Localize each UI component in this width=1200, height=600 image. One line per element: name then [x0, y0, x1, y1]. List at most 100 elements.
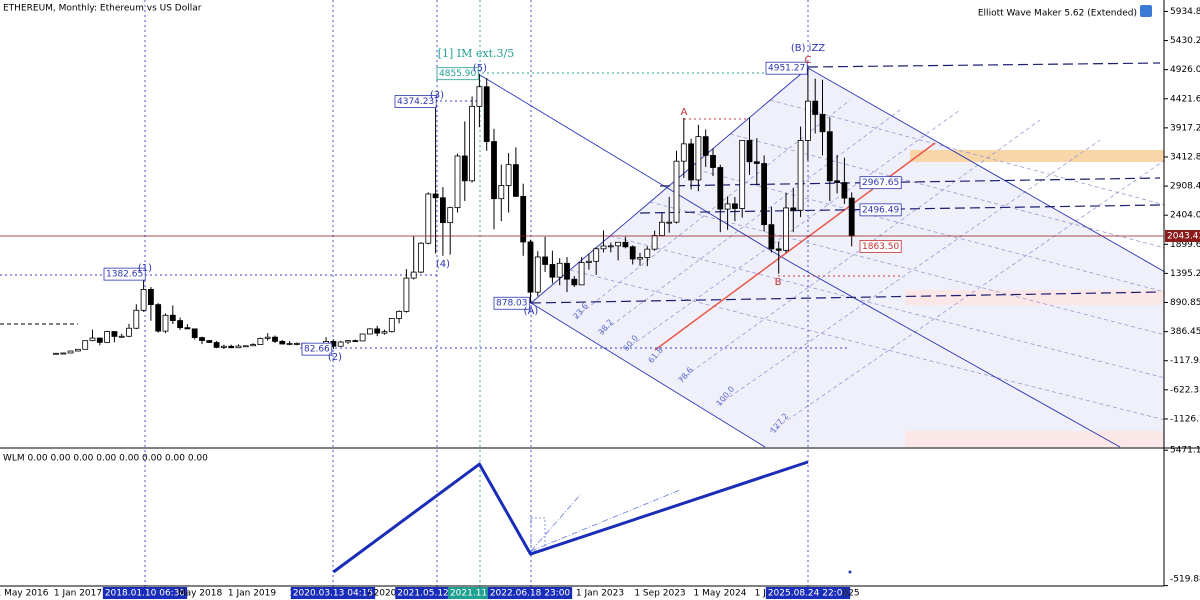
candle-body	[739, 140, 746, 209]
candle-body	[381, 331, 388, 334]
wave-label: (A)	[524, 306, 539, 317]
candle-body	[520, 195, 527, 243]
price-tag-box	[493, 296, 530, 310]
price-tag: 4374.23	[394, 95, 437, 108]
candle-body	[242, 345, 249, 348]
indicator-name: Elliott Wave Maker 5.62 (Extended)	[978, 9, 1137, 19]
x-tick-label: 1 Jan 2017	[54, 589, 102, 599]
price-tag-box	[301, 342, 333, 356]
candle-body	[147, 289, 154, 305]
candle-body	[118, 335, 125, 338]
wave-label: (5)	[473, 63, 487, 74]
candle-body	[235, 345, 242, 349]
x-tick-label: 2022.06.18 23:00	[490, 589, 571, 599]
candle-body	[133, 309, 140, 329]
candle-body	[790, 207, 797, 211]
x-tick-label: 1 Jan 2019	[228, 589, 276, 599]
candle-body	[169, 314, 176, 321]
price-tag: 2967.65	[859, 176, 902, 190]
candle-body	[286, 343, 293, 345]
drawing-objects	[0, 0, 1166, 600]
marker	[848, 570, 852, 574]
candle-body	[403, 277, 410, 312]
y-tick-label: 890.85	[1170, 298, 1200, 308]
candle-body	[593, 248, 600, 262]
candle-body	[673, 160, 680, 223]
candle-body	[805, 100, 811, 141]
candle-body	[111, 331, 118, 337]
candle-body	[513, 164, 519, 197]
candle-body	[374, 328, 381, 334]
candle-body	[586, 260, 592, 263]
candle-body	[688, 143, 694, 181]
candle-body	[841, 182, 848, 199]
candle-body	[812, 100, 819, 115]
candle-body	[257, 338, 264, 345]
price-tag-label: 878.03	[496, 299, 528, 309]
wave-label: A	[681, 107, 688, 118]
price-tag-label: 4951.27	[768, 64, 805, 74]
candle-body	[783, 207, 789, 251]
candle-body	[666, 221, 673, 224]
y-tick-label: 386.45	[1170, 327, 1200, 337]
candle-body	[162, 314, 169, 332]
x-tick-label: 1 May 2024	[694, 589, 747, 599]
candle-body	[126, 327, 132, 337]
y-tick-label: 1899.65	[1170, 240, 1200, 250]
price-tag: 82.66	[301, 342, 333, 356]
candle-body	[629, 246, 636, 260]
candle-body	[491, 141, 497, 200]
y-tick-label: -519.88	[1170, 575, 1200, 585]
y-tick-label: 5430.25	[1170, 36, 1200, 46]
candle-body	[82, 340, 89, 350]
x-tick-highlight	[290, 587, 376, 599]
y-tick-label: 1395.25	[1170, 269, 1200, 279]
candle-body	[571, 278, 578, 286]
price-tag-label: 4374.23	[397, 97, 434, 107]
price-tag-label: 1382.65	[106, 270, 143, 280]
candle-body	[527, 241, 534, 293]
indicator-icon	[1140, 5, 1152, 17]
y-tick-label: 4926.05	[1170, 65, 1200, 75]
x-tick-label: 1 Sep 2023	[634, 589, 685, 599]
candle-body	[206, 340, 213, 343]
chart-title: ETHEREUM, Monthly: Ethereum vs US Dollar	[3, 4, 202, 14]
x-tick-highlight	[102, 587, 188, 599]
candle-body	[607, 245, 614, 248]
candle-body	[250, 344, 257, 347]
candle-body	[644, 248, 651, 258]
price-tag-box	[103, 267, 146, 281]
candle-body	[615, 241, 621, 247]
candle-body	[366, 328, 373, 335]
price-tag: 4951.27	[765, 61, 808, 75]
candle-body	[75, 348, 81, 352]
wave-label: (B) iZZ	[791, 43, 825, 54]
y-tick-label: 2404.05	[1170, 211, 1200, 221]
candle-body	[96, 337, 103, 343]
x-tick-highlight	[765, 587, 851, 599]
candle-body	[454, 155, 461, 209]
candle-body	[53, 352, 59, 355]
candle-body	[834, 180, 840, 183]
indicator-title: WLM 0.00 0.00 0.00 0.00 0.00 0.00 0.00 0…	[3, 454, 208, 464]
wlm-projections	[530, 489, 681, 552]
price-tag: 1863.50	[859, 239, 902, 253]
x-tick-label: 2018.01.10 06:30	[105, 589, 186, 599]
candle-body	[724, 203, 731, 210]
price-tag-label: 1863.50	[862, 242, 899, 252]
candle-body	[622, 241, 629, 248]
x-tick-label: 1 Ja	[755, 589, 772, 599]
candle-body	[461, 155, 468, 182]
candle-body	[418, 242, 424, 273]
candle-body	[89, 337, 96, 342]
candle-body	[279, 340, 286, 345]
candle-body	[534, 256, 541, 293]
current-price-tag	[1165, 229, 1200, 242]
y-tick-label: 5934.85	[1170, 7, 1200, 17]
candle-body	[177, 320, 184, 329]
current-price-label: 2043.43	[1167, 231, 1200, 241]
candle-body	[826, 131, 833, 182]
candle-body	[505, 164, 512, 186]
wave-label: B	[775, 277, 782, 288]
